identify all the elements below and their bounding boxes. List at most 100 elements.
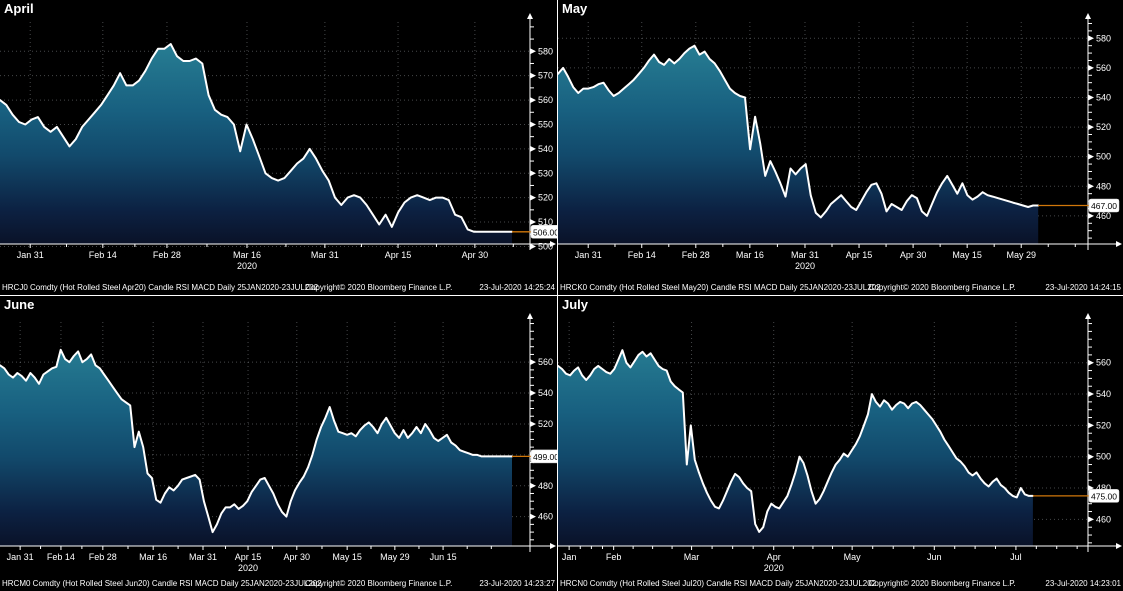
svg-text:2020: 2020 bbox=[238, 563, 258, 573]
svg-text:580: 580 bbox=[538, 46, 553, 56]
april-price-chart[interactable]: 580 570 560 550 540 530 520 510 500 Jan 31 Feb 14 F… bbox=[0, 0, 557, 295]
svg-text:Apr 30: Apr 30 bbox=[284, 552, 311, 562]
last-price-label bbox=[1088, 198, 1120, 213]
svg-text:Mar: Mar bbox=[684, 552, 700, 562]
may-price-chart[interactable]: 580 560 540 520 500 480 460 Jan 31 Feb 14 Feb 28 M… bbox=[558, 0, 1123, 295]
svg-text:467.00: 467.00 bbox=[1091, 201, 1117, 211]
chart-title-may: May bbox=[562, 1, 588, 16]
svg-text:Feb 28: Feb 28 bbox=[682, 250, 710, 260]
svg-text:Jan 31: Jan 31 bbox=[17, 250, 44, 260]
last-price-label bbox=[530, 225, 557, 239]
svg-text:May: May bbox=[844, 552, 862, 562]
svg-text:540: 540 bbox=[538, 388, 553, 398]
panel-divider-horizontal bbox=[0, 295, 1123, 296]
chart-title-june: June bbox=[4, 297, 35, 312]
svg-text:Mar 16: Mar 16 bbox=[736, 250, 764, 260]
chart-footer-may: HRCK0 Comdty (Hot Rolled Steel May20) Ca… bbox=[558, 283, 1123, 294]
svg-text:560: 560 bbox=[538, 357, 553, 367]
svg-text:499.00: 499.00 bbox=[533, 452, 557, 462]
chart-footer-july: HRCN0 Comdty (Hot Rolled Steel Jul20) Ca… bbox=[558, 579, 1123, 590]
svg-text:Mar 31: Mar 31 bbox=[791, 250, 819, 260]
svg-text:480: 480 bbox=[538, 481, 553, 491]
svg-text:May 15: May 15 bbox=[332, 552, 362, 562]
svg-text:570: 570 bbox=[538, 71, 553, 81]
svg-text:Feb 14: Feb 14 bbox=[89, 250, 117, 260]
svg-text:May 29: May 29 bbox=[1006, 250, 1036, 260]
svg-text:Apr 15: Apr 15 bbox=[846, 250, 873, 260]
svg-text:Apr 15: Apr 15 bbox=[235, 552, 262, 562]
timestamp: 23-Jul-2020 14:23:27 bbox=[479, 579, 555, 588]
svg-text:520: 520 bbox=[1096, 122, 1111, 132]
svg-text:560: 560 bbox=[1096, 63, 1111, 73]
chart-panel-april: 580 570 560 550 540 530 520 510 500 Jan 31 Feb 14 F… bbox=[0, 0, 557, 295]
svg-text:Mar 16: Mar 16 bbox=[233, 250, 261, 260]
svg-text:Feb 14: Feb 14 bbox=[47, 552, 75, 562]
svg-text:Jun 15: Jun 15 bbox=[430, 552, 457, 562]
svg-text:2020: 2020 bbox=[764, 563, 784, 573]
svg-text:500: 500 bbox=[1096, 452, 1111, 462]
ticker-description: HRCK0 Comdty (Hot Rolled Steel May20) Ca… bbox=[560, 283, 881, 292]
chart-footer-june: HRCM0 Comdty (Hot Rolled Steel Jun20) Ca… bbox=[0, 579, 557, 590]
svg-text:Apr 30: Apr 30 bbox=[462, 250, 489, 260]
svg-text:510: 510 bbox=[538, 217, 553, 227]
svg-text:Jan 31: Jan 31 bbox=[7, 552, 34, 562]
ticker-description: HRCM0 Comdty (Hot Rolled Steel Jun20) Ca… bbox=[2, 579, 322, 588]
svg-text:540: 540 bbox=[1096, 92, 1111, 102]
svg-text:Jun: Jun bbox=[927, 552, 942, 562]
svg-text:506.00: 506.00 bbox=[533, 227, 557, 237]
svg-text:520: 520 bbox=[538, 419, 553, 429]
svg-text:Apr 15: Apr 15 bbox=[385, 250, 412, 260]
svg-text:Mar 31: Mar 31 bbox=[189, 552, 217, 562]
chart-title-april: April bbox=[4, 1, 34, 16]
copyright-text: Copyright© 2020 Bloomberg Finance L.P. bbox=[305, 283, 453, 292]
svg-text:475.00: 475.00 bbox=[1091, 491, 1117, 501]
svg-text:540: 540 bbox=[538, 144, 553, 154]
svg-text:540: 540 bbox=[1096, 389, 1111, 399]
svg-text:520: 520 bbox=[1096, 420, 1111, 430]
copyright-text: Copyright© 2020 Bloomberg Finance L.P. bbox=[868, 579, 1016, 588]
timestamp: 23-Jul-2020 14:23:01 bbox=[1045, 579, 1121, 588]
svg-text:580: 580 bbox=[1096, 33, 1111, 43]
copyright-text: Copyright© 2020 Bloomberg Finance L.P. bbox=[868, 283, 1016, 292]
svg-text:520: 520 bbox=[538, 193, 553, 203]
svg-text:Apr 30: Apr 30 bbox=[900, 250, 927, 260]
svg-text:460: 460 bbox=[1096, 211, 1111, 221]
svg-text:530: 530 bbox=[538, 168, 553, 178]
ticker-description: HRCN0 Comdty (Hot Rolled Steel Jul20) Ca… bbox=[560, 579, 877, 588]
timestamp: 23-Jul-2020 14:24:15 bbox=[1045, 283, 1121, 292]
svg-text:Feb 28: Feb 28 bbox=[89, 552, 117, 562]
svg-text:Feb 28: Feb 28 bbox=[153, 250, 181, 260]
svg-text:Jan 31: Jan 31 bbox=[575, 250, 602, 260]
svg-text:Mar 31: Mar 31 bbox=[311, 250, 339, 260]
chart-panel-may: 580 560 540 520 500 480 460 Jan 31 Feb 14 Feb 28 M… bbox=[558, 0, 1123, 295]
svg-text:480: 480 bbox=[1096, 181, 1111, 191]
svg-text:560: 560 bbox=[538, 95, 553, 105]
svg-text:550: 550 bbox=[538, 119, 553, 129]
chart-panel-july: 560 540 520 500 480 460 Jan Feb Mar Apr May Jun Jul 2… bbox=[558, 296, 1123, 591]
svg-text:Jul: Jul bbox=[1010, 552, 1022, 562]
last-price-label bbox=[1088, 489, 1120, 503]
svg-text:2020: 2020 bbox=[237, 261, 257, 271]
chart-title-july: July bbox=[562, 297, 589, 312]
last-price-label bbox=[530, 449, 557, 464]
svg-text:480: 480 bbox=[1096, 483, 1111, 493]
july-price-chart[interactable]: 560 540 520 500 480 460 Jan Feb Mar Apr May Jun Jul 2… bbox=[558, 296, 1123, 591]
svg-text:Feb: Feb bbox=[606, 552, 622, 562]
svg-text:560: 560 bbox=[1096, 358, 1111, 368]
svg-text:500: 500 bbox=[1096, 152, 1111, 162]
svg-text:Feb 14: Feb 14 bbox=[628, 250, 656, 260]
copyright-text: Copyright© 2020 Bloomberg Finance L.P. bbox=[305, 579, 453, 588]
svg-text:460: 460 bbox=[1096, 514, 1111, 524]
chart-footer-april: HRCJ0 Comdty (Hot Rolled Steel Apr20) Ca… bbox=[0, 283, 557, 294]
svg-text:Jan: Jan bbox=[562, 552, 577, 562]
svg-text:May 29: May 29 bbox=[380, 552, 410, 562]
svg-text:May 15: May 15 bbox=[952, 250, 982, 260]
svg-text:500: 500 bbox=[538, 241, 553, 251]
svg-text:2020: 2020 bbox=[795, 261, 815, 271]
svg-text:Mar 16: Mar 16 bbox=[139, 552, 167, 562]
timestamp: 23-Jul-2020 14:25:24 bbox=[479, 283, 555, 292]
svg-text:Apr: Apr bbox=[767, 552, 781, 562]
